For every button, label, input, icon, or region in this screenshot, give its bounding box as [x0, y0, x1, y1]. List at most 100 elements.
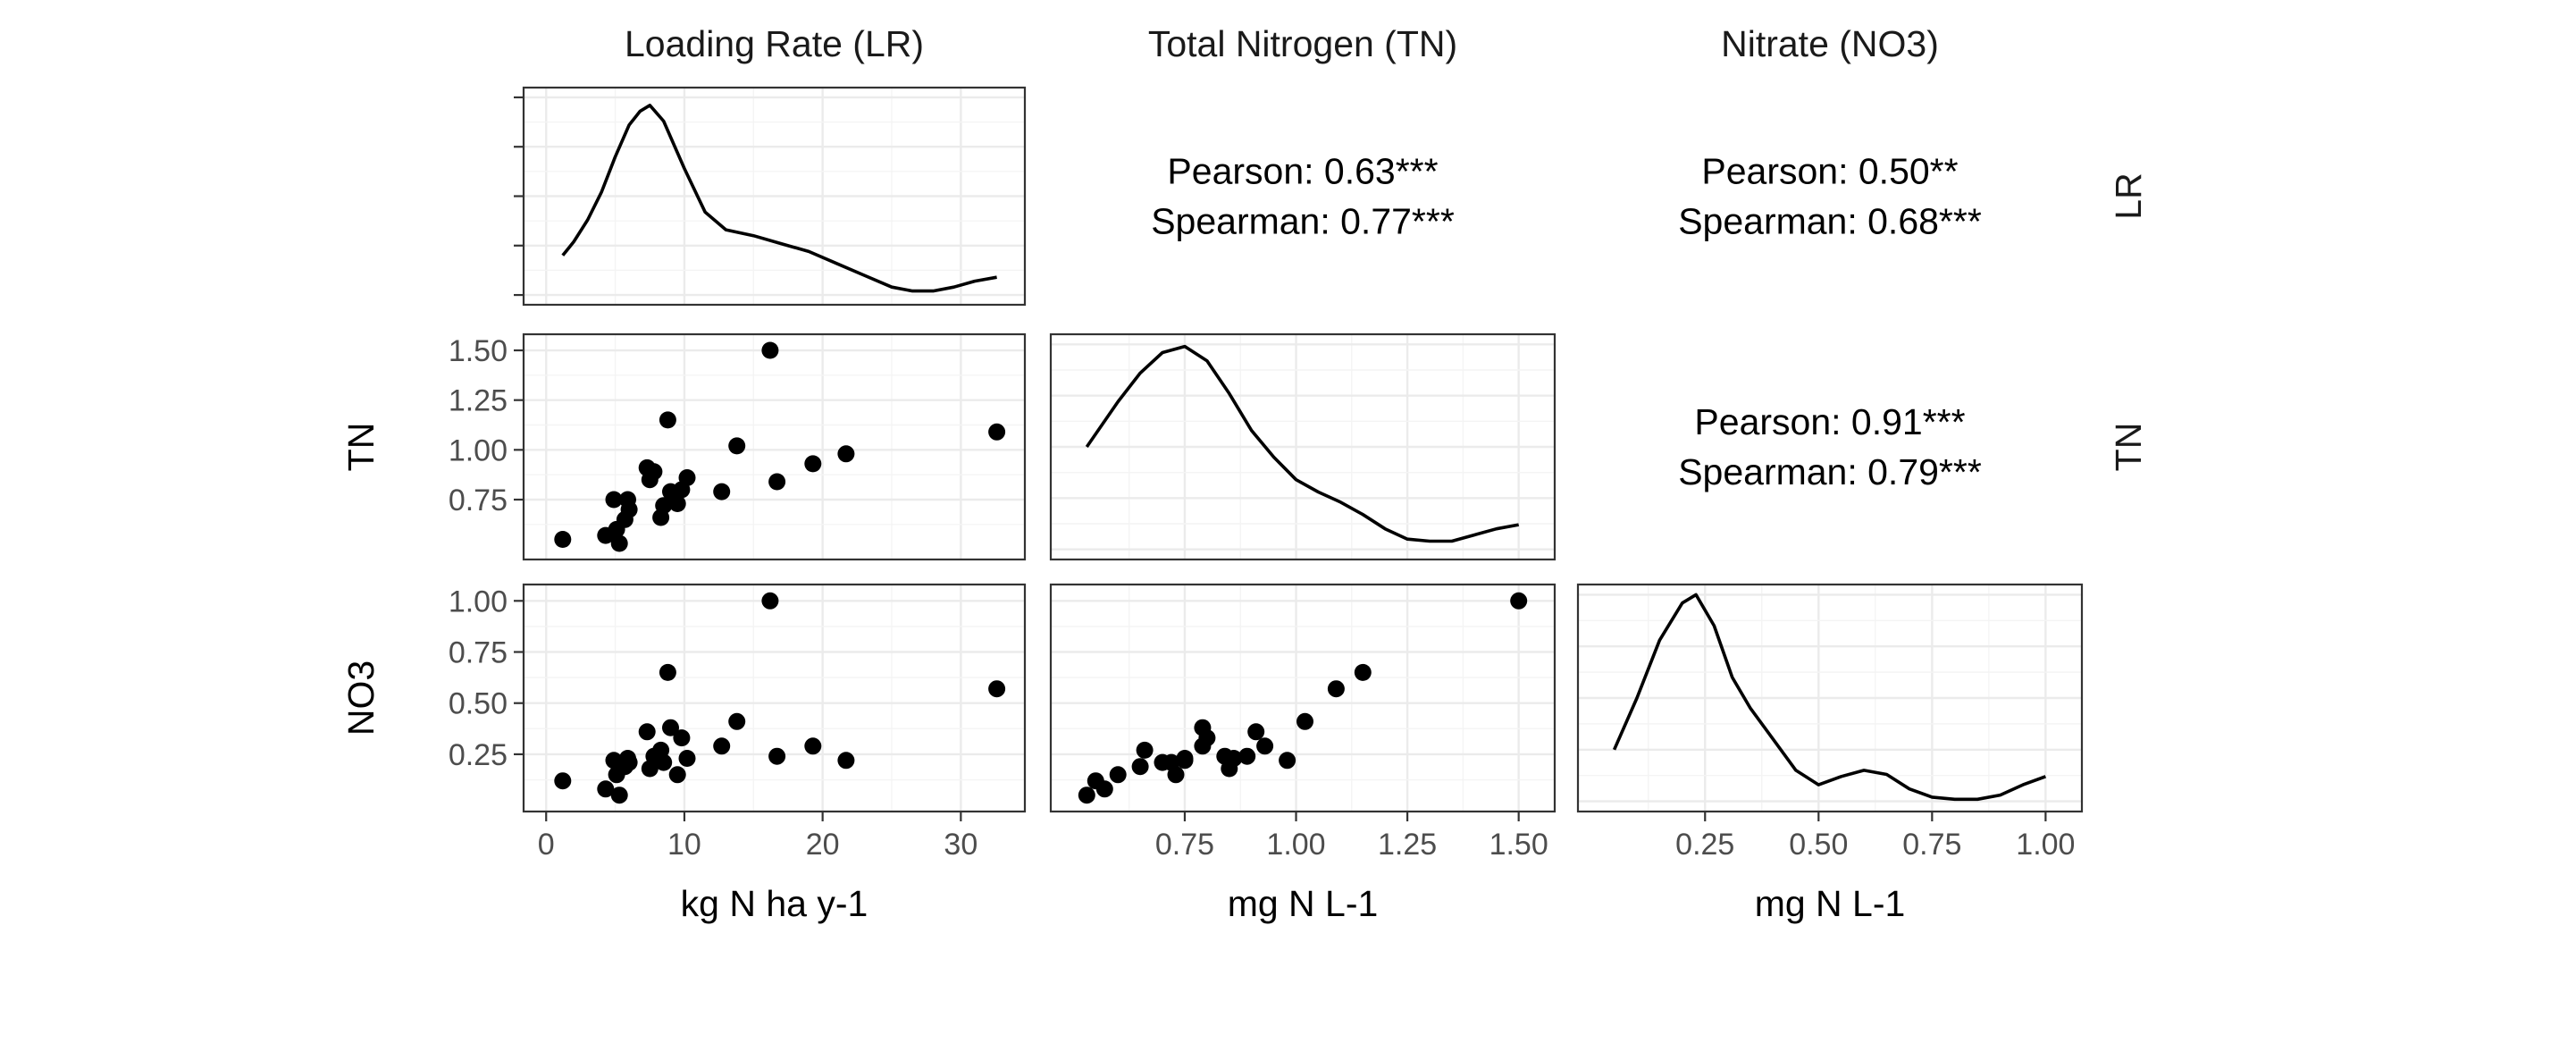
- data-point: [1354, 663, 1372, 681]
- x-axis-title: mg N L-1: [1755, 883, 1906, 924]
- pearson-correlation-label: Pearson: 0.91***: [1694, 401, 1965, 442]
- data-point: [1238, 747, 1256, 765]
- spearman-correlation-label: Spearman: 0.77***: [1151, 201, 1455, 242]
- data-point: [659, 411, 676, 429]
- x-tick-label: 30: [944, 828, 978, 862]
- data-point: [804, 737, 822, 755]
- x-tick-label: 0.50: [1789, 828, 1848, 862]
- data-point: [1131, 758, 1149, 776]
- panel-border: [522, 332, 1027, 561]
- data-point: [673, 729, 691, 747]
- panel-background: [1051, 585, 1555, 812]
- data-point: [554, 772, 572, 790]
- data-point: [655, 753, 673, 771]
- y-tick-label: 1.00: [449, 585, 508, 618]
- x-tick-label: 1.00: [2016, 828, 2075, 862]
- data-point: [678, 469, 696, 486]
- data-point: [1256, 737, 1274, 755]
- data-point: [662, 719, 679, 736]
- y-tick-label: 1.25: [449, 384, 508, 418]
- panel-border: [522, 583, 1027, 813]
- data-point: [668, 766, 686, 784]
- panel-background: [524, 334, 1025, 559]
- density-panel-NO3: [1576, 583, 2084, 813]
- spearman-correlation-label: Spearman: 0.68***: [1678, 201, 1982, 242]
- column-strip-label: Loading Rate (LR): [625, 23, 924, 64]
- x-tick-label: 0: [538, 828, 555, 862]
- data-point: [1176, 750, 1194, 767]
- x-tick-label: 10: [667, 828, 701, 862]
- data-point: [645, 463, 663, 481]
- x-tick-label: 0.75: [1155, 828, 1214, 862]
- panel-border: [1049, 332, 1557, 561]
- y-tick-label: 0.50: [449, 687, 508, 721]
- data-point: [1167, 766, 1185, 784]
- density-curve: [1085, 344, 1520, 543]
- data-point: [728, 437, 746, 455]
- x-tick-label: 0.75: [1902, 828, 1961, 862]
- y-tick-label: 1.50: [449, 334, 508, 368]
- data-point: [804, 455, 822, 473]
- data-point: [1136, 741, 1154, 759]
- data-point: [768, 473, 786, 491]
- y-axis-title: TN: [340, 423, 382, 472]
- data-point: [728, 712, 746, 730]
- data-point: [713, 483, 731, 500]
- y-tick-label: 0.75: [449, 636, 508, 670]
- x-axis-title: kg N ha y-1: [681, 883, 868, 924]
- data-point: [1095, 780, 1113, 798]
- data-point: [1296, 712, 1313, 730]
- density-panel-TN: [1049, 332, 1557, 561]
- data-point: [1194, 737, 1212, 755]
- scatter-panel-NO3-vs-TN: [1049, 583, 1557, 813]
- pearson-correlation-label: Pearson: 0.63***: [1167, 151, 1438, 192]
- data-point: [597, 780, 615, 798]
- data-point: [620, 500, 638, 518]
- panel-border: [1576, 583, 2084, 813]
- data-point: [1216, 747, 1234, 765]
- x-tick-label: 1.50: [1489, 828, 1548, 862]
- data-point: [678, 750, 696, 767]
- data-point: [768, 747, 786, 765]
- density-curve: [1612, 593, 2047, 802]
- x-axis-title: mg N L-1: [1228, 883, 1379, 924]
- pearson-correlation-label: Pearson: 0.50**: [1701, 151, 1958, 192]
- data-point: [713, 737, 731, 755]
- panel-border: [1049, 583, 1557, 813]
- data-point: [610, 786, 628, 804]
- data-point: [655, 497, 673, 515]
- data-point: [837, 752, 855, 770]
- data-point: [1078, 786, 1095, 804]
- x-tick-label: 20: [806, 828, 840, 862]
- scatter-panel-TN-vs-LR: [522, 332, 1027, 561]
- x-tick-label: 1.25: [1378, 828, 1437, 862]
- data-point: [620, 753, 638, 771]
- density-curve: [561, 104, 997, 293]
- data-point: [1279, 752, 1296, 770]
- data-point: [1247, 723, 1265, 741]
- column-strip-label: Nitrate (NO3): [1721, 23, 1939, 64]
- data-point: [1109, 766, 1127, 784]
- x-tick-label: 0.25: [1675, 828, 1734, 862]
- data-point: [1510, 592, 1528, 610]
- spearman-correlation-label: Spearman: 0.79***: [1678, 451, 1982, 492]
- data-point: [610, 534, 628, 552]
- data-point: [605, 491, 623, 509]
- y-tick-label: 0.75: [449, 484, 508, 517]
- column-strip-label: Total Nitrogen (TN): [1148, 23, 1457, 64]
- data-point: [988, 680, 1006, 698]
- data-point: [638, 723, 656, 741]
- data-point: [668, 495, 686, 512]
- data-point: [554, 531, 572, 548]
- density-panel-LR: [522, 86, 1027, 307]
- data-point: [761, 592, 779, 610]
- scatter-panel-NO3-vs-LR: [522, 583, 1027, 813]
- row-strip-label: LR: [2108, 172, 2149, 219]
- y-axis-title: NO3: [340, 660, 382, 736]
- panel-background: [524, 585, 1025, 812]
- data-point: [988, 423, 1006, 441]
- y-tick-label: 0.25: [449, 738, 508, 772]
- row-strip-label: TN: [2108, 423, 2149, 472]
- data-point: [761, 341, 779, 359]
